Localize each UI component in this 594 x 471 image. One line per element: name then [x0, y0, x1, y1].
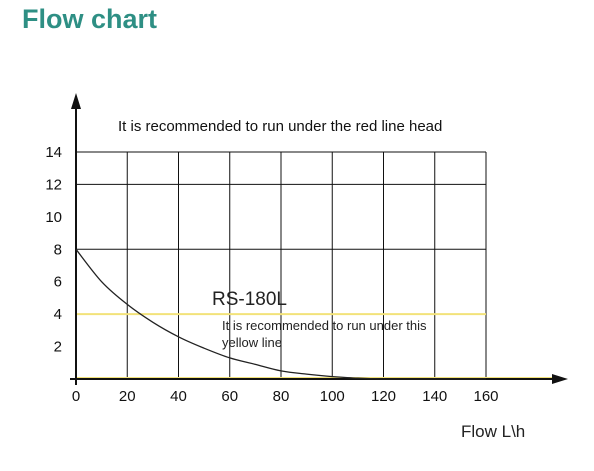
y-tick-label: 2 — [54, 339, 62, 356]
model-label: RS-180L — [212, 289, 287, 310]
x-tick-label: 60 — [221, 388, 238, 405]
x-tick-label: 0 — [72, 388, 80, 405]
x-tick-label: 160 — [473, 388, 498, 405]
page-title: Flow chart — [22, 4, 158, 34]
axes — [70, 93, 568, 385]
x-tick-label: 20 — [119, 388, 136, 405]
x-tick-label: 100 — [320, 388, 345, 405]
red-line-note: It is recommended to run under the red l… — [118, 118, 442, 135]
y-tick-label: 4 — [54, 306, 62, 323]
yellow-line-note-line1: It is recommended to run under this — [222, 318, 427, 333]
x-tick-label: 40 — [170, 388, 187, 405]
y-tick-label: 12 — [45, 176, 62, 193]
x-tick-labels: 0 20 40 60 80 100 120 140 160 — [72, 388, 499, 405]
y-tick-label: 8 — [54, 241, 62, 258]
y-tick-label: 6 — [54, 274, 62, 291]
x-axis-label: Flow L\h — [461, 422, 525, 441]
x-tick-label: 120 — [371, 388, 396, 405]
y-tick-label: 14 — [45, 144, 62, 161]
series-line — [75, 248, 486, 380]
series — [75, 248, 486, 380]
yellow-line-note-line2: yellow line — [222, 335, 282, 350]
x-tick-label: 140 — [422, 388, 447, 405]
grid — [76, 151, 487, 379]
y-axis-arrow-icon — [71, 93, 81, 109]
y-tick-label: 10 — [45, 209, 62, 226]
y-tick-labels: 2 4 6 8 10 12 14 — [45, 144, 62, 356]
x-tick-label: 80 — [273, 388, 290, 405]
x-axis-arrow-icon — [552, 374, 568, 384]
